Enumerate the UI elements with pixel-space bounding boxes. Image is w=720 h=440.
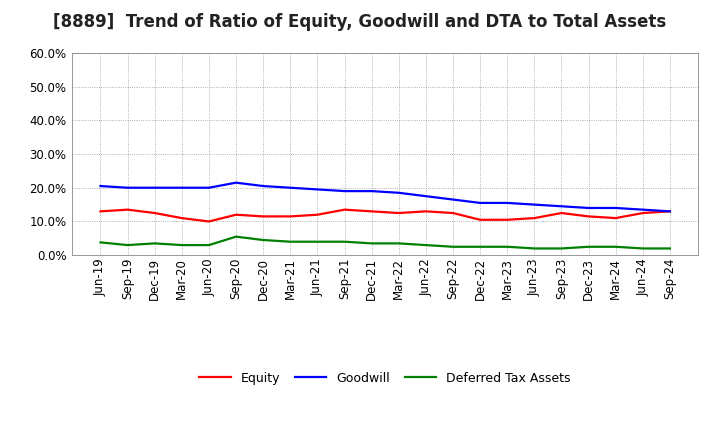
Goodwill [232, 180, 240, 185]
Equity [259, 214, 268, 219]
Equity [123, 207, 132, 212]
Deferred Tax Assets [150, 241, 159, 246]
Goodwill [584, 205, 593, 211]
Deferred Tax Assets [313, 239, 322, 244]
Goodwill [557, 204, 566, 209]
Goodwill [123, 185, 132, 191]
Equity [313, 212, 322, 217]
Deferred Tax Assets [476, 244, 485, 249]
Deferred Tax Assets [421, 242, 430, 248]
Goodwill [611, 205, 620, 211]
Goodwill [341, 188, 349, 194]
Deferred Tax Assets [123, 242, 132, 248]
Deferred Tax Assets [232, 234, 240, 239]
Equity [232, 212, 240, 217]
Deferred Tax Assets [341, 239, 349, 244]
Deferred Tax Assets [286, 239, 294, 244]
Deferred Tax Assets [611, 244, 620, 249]
Deferred Tax Assets [639, 246, 647, 251]
Deferred Tax Assets [665, 246, 674, 251]
Deferred Tax Assets [178, 242, 186, 248]
Line: Deferred Tax Assets: Deferred Tax Assets [101, 237, 670, 249]
Equity [584, 214, 593, 219]
Deferred Tax Assets [259, 238, 268, 243]
Goodwill [665, 209, 674, 214]
Equity [150, 210, 159, 216]
Equity [611, 216, 620, 221]
Equity [639, 210, 647, 216]
Goodwill [96, 183, 105, 189]
Equity [178, 216, 186, 221]
Deferred Tax Assets [395, 241, 403, 246]
Deferred Tax Assets [204, 242, 213, 248]
Goodwill [286, 185, 294, 191]
Equity [421, 209, 430, 214]
Goodwill [150, 185, 159, 191]
Goodwill [503, 200, 511, 205]
Goodwill [530, 202, 539, 207]
Equity [665, 209, 674, 214]
Line: Equity: Equity [101, 209, 670, 221]
Goodwill [395, 190, 403, 195]
Equity [367, 209, 376, 214]
Text: [8889]  Trend of Ratio of Equity, Goodwill and DTA to Total Assets: [8889] Trend of Ratio of Equity, Goodwil… [53, 13, 667, 31]
Deferred Tax Assets [557, 246, 566, 251]
Goodwill [367, 188, 376, 194]
Goodwill [259, 183, 268, 189]
Goodwill [449, 197, 457, 202]
Deferred Tax Assets [503, 244, 511, 249]
Line: Goodwill: Goodwill [101, 183, 670, 211]
Legend: Equity, Goodwill, Deferred Tax Assets: Equity, Goodwill, Deferred Tax Assets [194, 367, 576, 390]
Equity [476, 217, 485, 222]
Deferred Tax Assets [530, 246, 539, 251]
Equity [341, 207, 349, 212]
Goodwill [313, 187, 322, 192]
Equity [503, 217, 511, 222]
Equity [395, 210, 403, 216]
Deferred Tax Assets [449, 244, 457, 249]
Deferred Tax Assets [584, 244, 593, 249]
Equity [449, 210, 457, 216]
Goodwill [639, 207, 647, 212]
Equity [204, 219, 213, 224]
Goodwill [178, 185, 186, 191]
Equity [557, 210, 566, 216]
Goodwill [204, 185, 213, 191]
Equity [530, 216, 539, 221]
Goodwill [476, 200, 485, 205]
Goodwill [421, 194, 430, 199]
Deferred Tax Assets [367, 241, 376, 246]
Equity [286, 214, 294, 219]
Deferred Tax Assets [96, 240, 105, 245]
Equity [96, 209, 105, 214]
